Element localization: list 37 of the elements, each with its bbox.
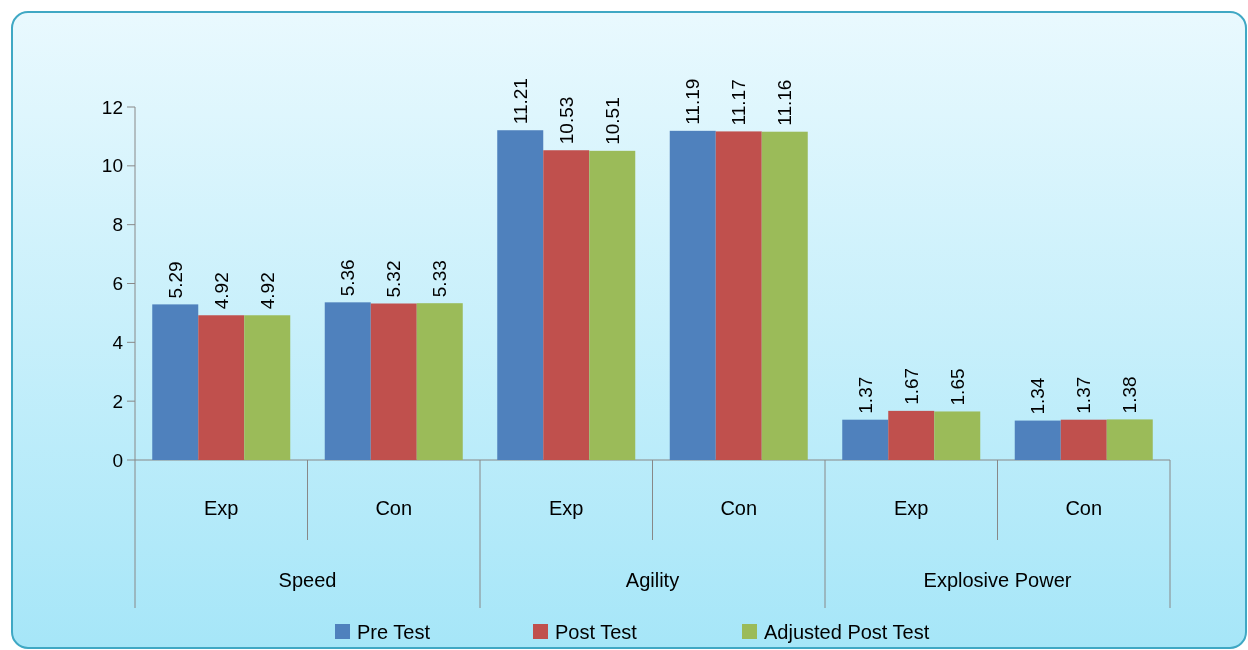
- y-tick-label: 8: [112, 214, 123, 236]
- legend-label: Pre Test: [357, 621, 431, 643]
- data-label: 4.92: [256, 272, 278, 310]
- data-label: 11.17: [728, 79, 750, 126]
- data-label: 10.53: [555, 96, 577, 145]
- y-tick-label: 2: [112, 390, 123, 412]
- y-tick-label: 12: [101, 96, 123, 118]
- x-tick-label: Exp: [894, 497, 929, 519]
- y-tick-label: 4: [112, 331, 124, 353]
- text: Speed: [278, 569, 337, 591]
- data-label: 5.36: [337, 259, 359, 297]
- data-label: 1.67: [900, 367, 922, 405]
- data-label: 1.65: [946, 368, 968, 406]
- text: Agility: [625, 569, 680, 591]
- data-label: 5.33: [429, 260, 451, 298]
- x-tick-label: Exp: [549, 497, 584, 519]
- text: Explosive Power: [923, 569, 1072, 591]
- data-label: 10.51: [601, 97, 623, 145]
- data-label: 11.19: [682, 78, 704, 125]
- x-tick-label: Con: [375, 497, 413, 519]
- data-label: 11.21: [509, 78, 531, 125]
- data-label: 1.37: [854, 376, 876, 414]
- data-label: 1.37: [1073, 376, 1095, 414]
- x-tick-label: Con: [1065, 497, 1103, 519]
- data-label: 4.92: [210, 272, 232, 310]
- y-tick-label: 6: [112, 273, 123, 295]
- legend-label: Adjusted Post Test: [764, 621, 930, 643]
- data-label: 1.38: [1119, 376, 1141, 414]
- y-tick-label: 10: [101, 155, 123, 177]
- data-label: 11.16: [774, 79, 796, 126]
- data-label: 1.34: [1027, 377, 1049, 415]
- x-tick-label: Exp: [204, 497, 239, 519]
- legend-label: Post Test: [555, 621, 638, 643]
- y-tick-label: 0: [112, 449, 123, 471]
- data-label: 5.29: [164, 261, 186, 299]
- data-label: 5.32: [383, 260, 405, 298]
- x-tick-label: Con: [720, 497, 758, 519]
